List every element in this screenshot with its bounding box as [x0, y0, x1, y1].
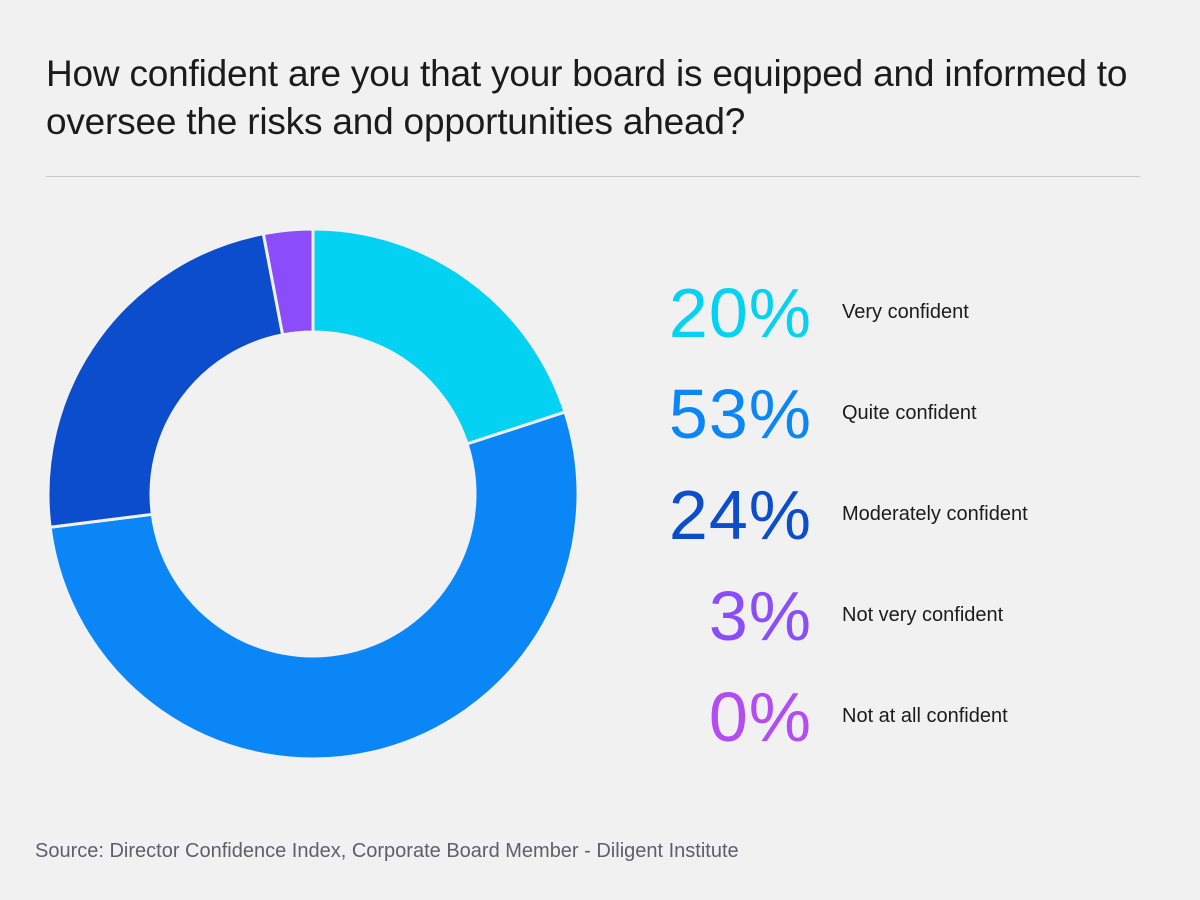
- value-not-at-all-confident: 0%: [708, 677, 812, 756]
- legend-item-quite-confident: 53% Quite confident: [620, 363, 1180, 464]
- donut-slice-not-very-confident: [261, 227, 315, 337]
- label-quite-confident: Quite confident: [842, 402, 977, 424]
- value-not-very-confident: 3%: [708, 576, 812, 655]
- legend-item-not-at-all-confident: 0% Not at all confident: [620, 666, 1180, 767]
- value-quite-confident: 53%: [668, 374, 812, 453]
- donut-slice-very-confident: [311, 227, 567, 446]
- label-not-very-confident: Not very confident: [842, 604, 1004, 626]
- chart-title: How confident are you that your board is…: [46, 53, 1128, 142]
- title-divider: [46, 176, 1140, 177]
- legend: 20% Very confident 53% Quite confident 2…: [620, 262, 1180, 767]
- label-moderately-confident: Moderately confident: [842, 503, 1028, 525]
- legend-item-not-very-confident: 3% Not very confident: [620, 565, 1180, 666]
- donut-slice-quite-confident: [48, 410, 580, 761]
- label-not-at-all-confident: Not at all confident: [842, 705, 1008, 727]
- donut-chart: [46, 227, 580, 761]
- value-very-confident: 20%: [668, 273, 812, 352]
- donut-slice-moderately-confident: [46, 232, 285, 529]
- source-note: Source: Director Confidence Index, Corpo…: [35, 840, 739, 862]
- label-very-confident: Very confident: [842, 301, 969, 323]
- legend-item-moderately-confident: 24% Moderately confident: [620, 464, 1180, 565]
- legend-item-very-confident: 20% Very confident: [620, 262, 1180, 363]
- value-moderately-confident: 24%: [668, 475, 812, 554]
